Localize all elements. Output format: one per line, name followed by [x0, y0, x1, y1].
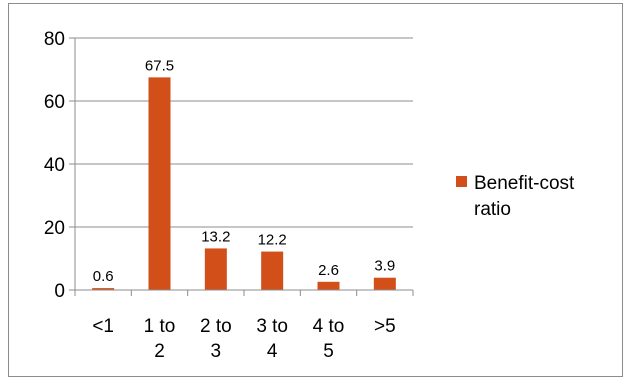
bar: [148, 77, 171, 290]
data-label: 67.5: [145, 57, 174, 74]
x-tick-label: >5: [374, 316, 396, 337]
y-tick-labels: 0 20 40 60 80: [44, 29, 65, 302]
data-label: 3.9: [374, 258, 395, 275]
bars: [92, 77, 396, 290]
y-tick-label: 0: [54, 281, 65, 302]
data-label: 12.2: [258, 232, 287, 249]
x-tick-label: 3: [211, 341, 222, 362]
y-tick-label: 80: [44, 29, 65, 50]
x-tick-label: 4: [267, 341, 278, 362]
bar: [261, 251, 284, 290]
y-tick-label: 60: [44, 92, 65, 113]
x-tick-label: 1 to: [144, 316, 176, 337]
bar: [317, 281, 340, 290]
x-tick-labels: <1 1 to 2 2 to 3 3 to 4 4 to 5 >5: [92, 316, 395, 362]
data-label: 13.2: [201, 228, 230, 245]
data-labels: 0.6 67.5 13.2 12.2 2.6 3.9: [93, 57, 396, 285]
gridlines: [75, 37, 413, 228]
x-tick-label: 4 to: [313, 316, 345, 337]
legend-swatch: [456, 176, 467, 187]
x-tick-label: 5: [323, 341, 334, 362]
y-tick-label: 20: [44, 218, 65, 239]
data-label: 0.6: [93, 268, 114, 285]
legend-label: ratio: [474, 199, 511, 220]
legend: Benefit-cost ratio: [456, 173, 575, 220]
x-tick-label: 2: [154, 341, 165, 362]
x-tick-label: <1: [92, 316, 114, 337]
bar: [92, 288, 115, 290]
y-tick-label: 40: [44, 155, 65, 176]
data-label: 2.6: [318, 262, 339, 279]
axes: [69, 37, 414, 296]
bar: [373, 277, 396, 290]
bar: [204, 248, 227, 290]
x-tick-label: 3 to: [256, 316, 288, 337]
x-tick-label: 2 to: [200, 316, 232, 337]
chart-frame: [8, 3, 623, 377]
legend-label: Benefit-cost: [474, 173, 575, 194]
